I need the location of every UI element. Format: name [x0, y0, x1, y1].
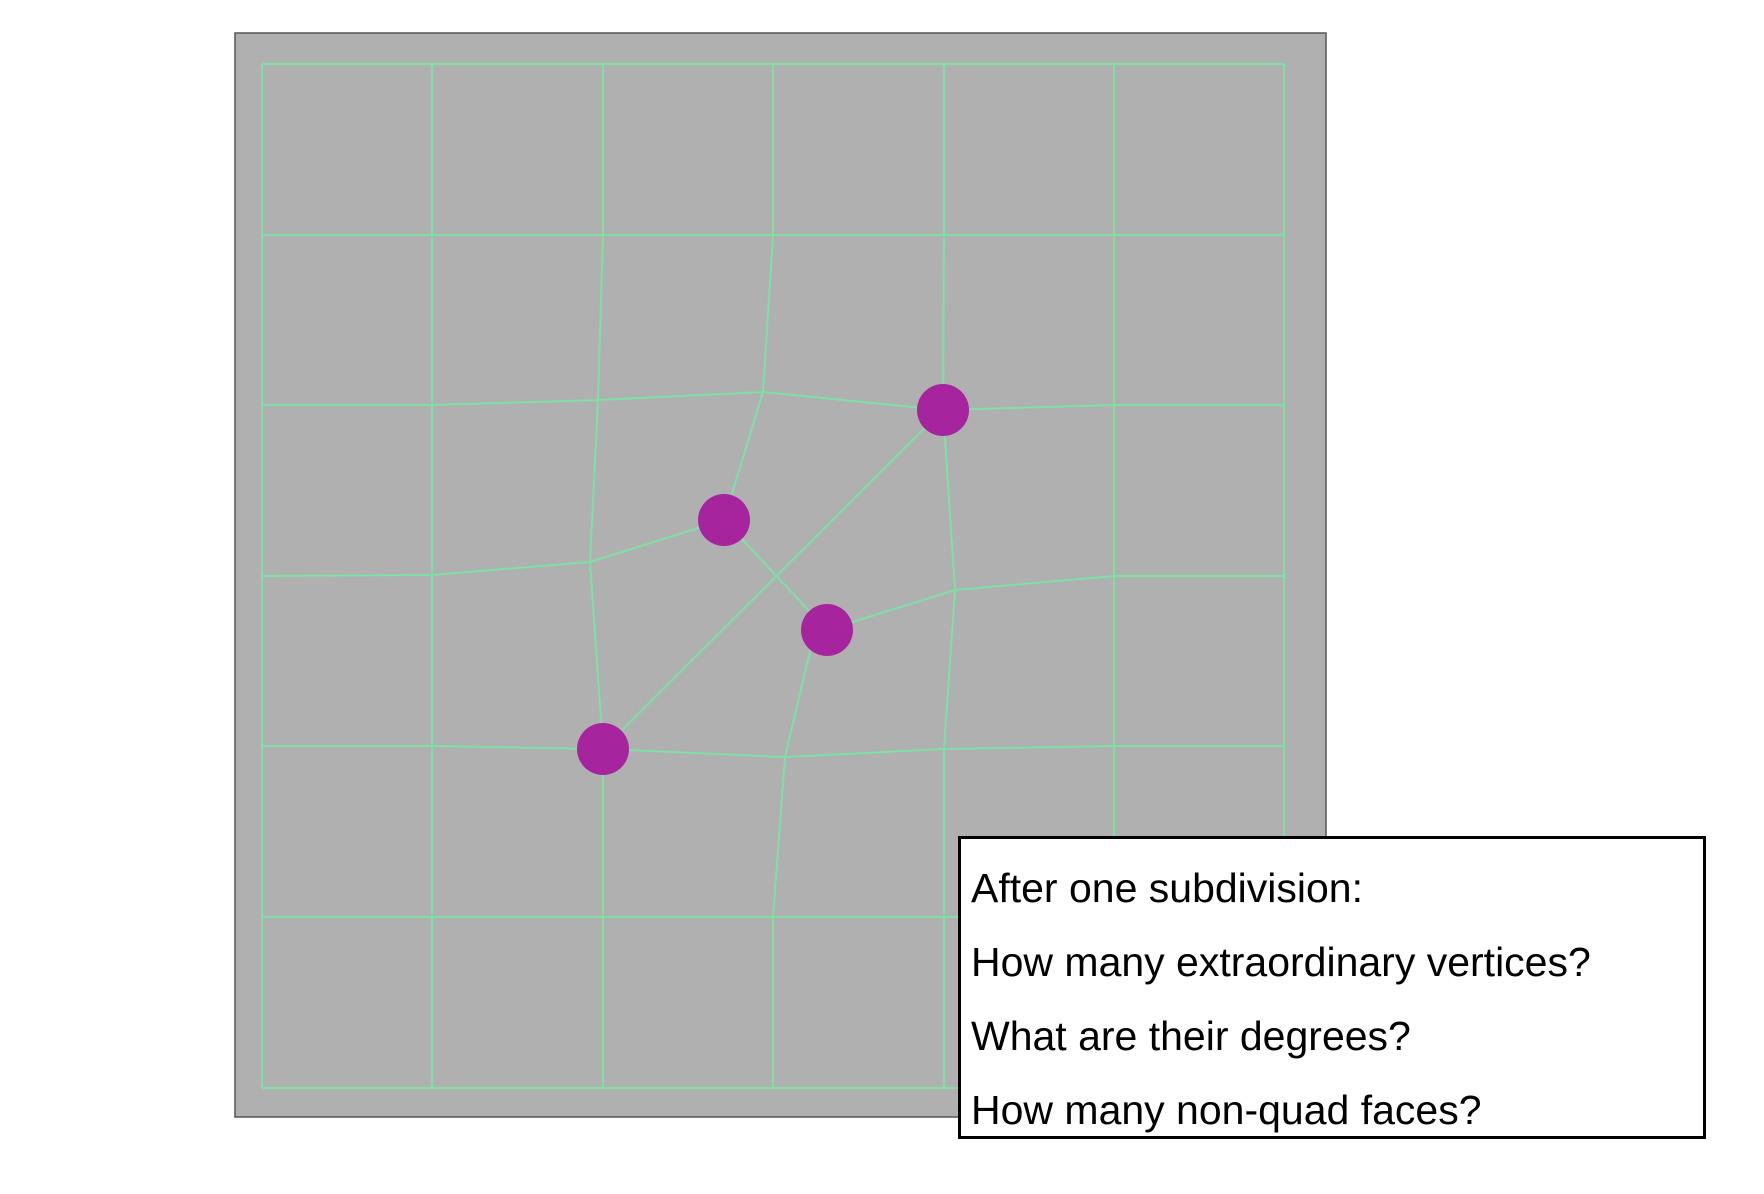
mesh-edge — [772, 629, 816, 1088]
extraordinary-vertex — [698, 494, 750, 546]
extraordinary-vertex — [917, 384, 969, 436]
mesh-edge — [941, 64, 957, 1088]
question-line-vertex-count: How many extraordinary vertices? — [971, 939, 1591, 985]
extraordinary-vertex — [577, 723, 629, 775]
mesh-edge — [826, 575, 1284, 631]
mesh-edge — [588, 64, 604, 1088]
mesh-edge — [723, 64, 774, 521]
question-box: After one subdivision: How many extraord… — [958, 836, 1706, 1139]
extraordinary-vertex — [801, 604, 853, 656]
mesh-edge — [261, 519, 725, 577]
question-line-degrees: What are their degrees? — [971, 1013, 1411, 1059]
mesh-edge — [602, 409, 944, 750]
question-line-header: After one subdivision: — [971, 865, 1364, 911]
question-line-non-quad-faces: How many non-quad faces? — [971, 1087, 1482, 1133]
extraordinary-vertices — [577, 384, 969, 775]
